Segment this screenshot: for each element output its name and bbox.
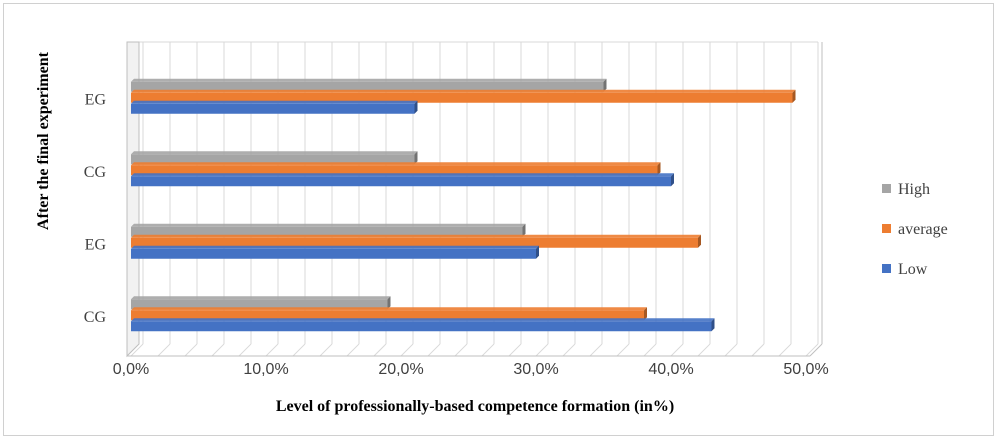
y-category-label: EG	[85, 236, 107, 253]
bar-high-cg-2	[131, 151, 418, 165]
bar-top-face	[131, 245, 539, 249]
bar-front-face	[131, 237, 698, 248]
y-category-label: CG	[84, 309, 107, 326]
gridline-floor	[400, 343, 414, 357]
x-tick-label: 10,0%	[243, 361, 288, 378]
bar-end-face	[644, 307, 647, 321]
gridline-floor	[778, 343, 792, 357]
bar-front-face	[131, 226, 523, 237]
bar-front-face	[131, 299, 388, 310]
gridline-floor	[184, 343, 198, 357]
bar-front-face	[131, 321, 712, 332]
gridline-floor	[211, 343, 225, 357]
gridline-floor	[157, 343, 171, 357]
bar-average-eg-3	[131, 89, 796, 103]
y-category-label: EG	[85, 91, 107, 108]
category-labels: CG EG CG EG	[84, 91, 107, 326]
bar-top-face	[131, 318, 715, 322]
legend: High average Low	[882, 181, 948, 278]
gridline-floor	[427, 343, 441, 357]
bar-end-face	[711, 318, 715, 332]
bar-front-face	[131, 103, 415, 114]
y-category-label: CG	[84, 164, 107, 181]
gridline-floor	[454, 343, 468, 357]
legend-label-average: average	[898, 221, 948, 238]
x-tick-label: 50,0%	[783, 361, 828, 378]
bar-top-face	[131, 173, 674, 177]
gridline-floor	[670, 343, 684, 357]
bar-end-face	[603, 78, 607, 92]
gridline-floor	[292, 343, 306, 357]
bar-front-face	[131, 154, 415, 165]
gridline-floor	[373, 343, 387, 357]
bar-top-face	[131, 234, 701, 238]
left-wall	[126, 41, 140, 358]
x-tick-labels: 0,0% 10,0% 20,0% 30,0% 40,0% 50,0%	[113, 361, 829, 378]
bar-high-eg-3	[131, 78, 607, 92]
bars	[131, 78, 796, 332]
bar-high-eg-1	[131, 223, 526, 237]
bar-front-face	[131, 176, 671, 187]
bar-end-face	[522, 223, 526, 237]
gridline-floor	[643, 343, 657, 357]
gridline-floor	[562, 343, 576, 357]
bar-low-cg-2	[131, 173, 674, 187]
gridline-floor	[238, 343, 252, 357]
bar-top-face	[131, 89, 796, 93]
bar-front-face	[131, 165, 658, 176]
bar-top-face	[131, 296, 391, 300]
legend-label-high: High	[898, 181, 930, 198]
bar-low-eg-3	[131, 100, 418, 114]
bar-end-face	[414, 100, 418, 114]
bar-end-face	[792, 89, 796, 103]
x-axis-title: Level of professionally-based competence…	[276, 398, 674, 415]
bar-low-eg-1	[131, 245, 539, 259]
bar-top-face	[131, 162, 661, 166]
y-axis-title: After the final experiment	[35, 51, 52, 230]
gridline-floor	[805, 343, 819, 357]
bar-high-cg-0	[131, 296, 391, 310]
gridline-floor	[535, 343, 549, 357]
bar-low-cg-0	[131, 318, 715, 332]
bar-end-face	[657, 162, 661, 176]
gridline-floor	[697, 343, 711, 357]
x-tick-label: 30,0%	[513, 361, 558, 378]
bar-average-cg-0	[131, 307, 647, 321]
gridline-floor	[724, 343, 738, 357]
bar-end-face	[414, 151, 418, 165]
bar-top-face	[131, 100, 418, 104]
legend-swatch-average	[882, 224, 891, 233]
gridline-floor	[130, 343, 144, 357]
gridline-floor	[616, 343, 630, 357]
legend-label-low: Low	[898, 261, 928, 278]
gridline-floor	[751, 343, 765, 357]
bar-front-face	[131, 248, 536, 259]
bar-end-face	[536, 245, 539, 259]
gridline-floor	[346, 343, 360, 357]
bar-average-cg-2	[131, 162, 661, 176]
gridline-floor	[265, 343, 279, 357]
bar-top-face	[131, 223, 526, 227]
legend-swatch-low	[882, 264, 891, 273]
x-tick-label: 20,0%	[378, 361, 423, 378]
floor-right-edge	[809, 343, 823, 357]
x-tick-label: 0,0%	[113, 361, 149, 378]
legend-swatch-high	[882, 184, 891, 193]
bar-front-face	[131, 92, 793, 103]
bar-end-face	[671, 173, 674, 187]
bar-front-face	[131, 81, 604, 92]
bar-top-face	[131, 307, 647, 311]
bar-average-eg-1	[131, 234, 701, 248]
bar-end-face	[698, 234, 701, 248]
gridline-floor	[481, 343, 495, 357]
bar-top-face	[131, 151, 418, 155]
bar-top-face	[131, 78, 607, 82]
bar-front-face	[131, 310, 644, 321]
bar-end-face	[387, 296, 391, 310]
x-tick-label: 40,0%	[648, 361, 693, 378]
gridline-floor	[319, 343, 333, 357]
gridline-floor	[508, 343, 522, 357]
gridline-floor	[589, 343, 603, 357]
